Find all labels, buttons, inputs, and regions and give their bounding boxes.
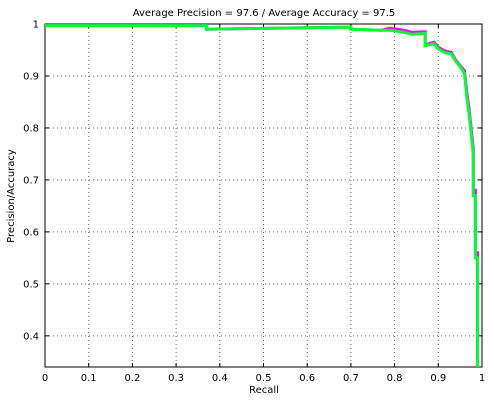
x-tick-label: 1 <box>479 373 485 384</box>
grid-lines <box>45 24 482 367</box>
x-tick-label: 0.8 <box>387 373 403 384</box>
axis-ticks: 0 0.1 0.2 0.3 0.4 0.5 0.6 0.7 0.8 0.9 1 0.4 0.5 0.6 0.… <box>23 20 485 385</box>
y-tick-label: 1 <box>33 20 39 31</box>
y-tick-label: 0.8 <box>23 123 39 134</box>
series-line-2 <box>45 24 480 367</box>
plot-area <box>44 23 483 368</box>
y-tick-label: 0.5 <box>23 279 39 290</box>
x-axis-label: Recall <box>249 385 279 396</box>
series-line-1 <box>45 24 480 367</box>
x-tick-label: 0.1 <box>81 373 97 384</box>
x-tick-label: 0.5 <box>256 373 272 384</box>
y-tick-label: 0.7 <box>23 175 39 186</box>
x-tick-label: 0.3 <box>168 373 184 384</box>
y-tick-label: 0.6 <box>23 227 39 238</box>
x-tick-label: 0.9 <box>430 373 446 384</box>
x-tick-label: 0.2 <box>124 373 140 384</box>
x-tick-label: 0.6 <box>299 373 315 384</box>
y-tick-label: 0.9 <box>23 71 39 82</box>
x-tick-label: 0.4 <box>212 373 228 384</box>
y-tick-label: 0.4 <box>23 331 39 342</box>
y-axis-label: Precision/Accuracy <box>6 149 17 243</box>
chart-title: Average Precision = 97.6 / Average Accur… <box>133 8 396 19</box>
x-tick-label: 0 <box>42 373 48 384</box>
series-lines <box>45 24 480 367</box>
x-tick-label: 0.7 <box>343 373 359 384</box>
